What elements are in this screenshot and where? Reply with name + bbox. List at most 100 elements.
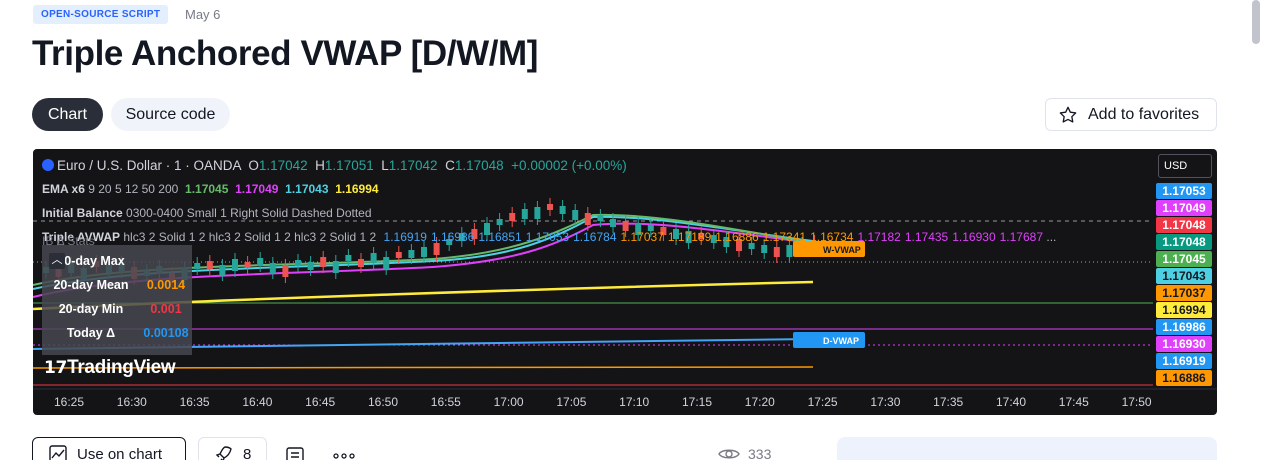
candle xyxy=(244,262,251,268)
candle xyxy=(194,263,201,269)
currency-selector[interactable]: USD xyxy=(1158,154,1212,178)
collapse-legend-button[interactable]: ︿ xyxy=(49,253,65,269)
candle xyxy=(509,213,516,221)
candle xyxy=(471,229,478,239)
candle xyxy=(219,265,226,275)
euro-flag-icon xyxy=(42,159,54,171)
chart-widget[interactable]: W-VWAP D-VWAP 16:25 16:30 16:35 16:40 16:45 16:… xyxy=(33,149,1217,415)
high-value: 1.17051 xyxy=(324,158,374,173)
price-label: 1.17053 xyxy=(1156,183,1212,199)
time-tick-label: 17:20 xyxy=(745,395,775,409)
avwap-value: 1.16784 xyxy=(573,230,617,244)
candle xyxy=(773,247,780,257)
candle xyxy=(257,258,264,266)
use-on-chart-button[interactable]: Use on chart xyxy=(32,437,186,460)
add-to-favorites-button[interactable]: Add to favorites xyxy=(1045,98,1217,131)
candle xyxy=(295,260,301,266)
price-label: 1.17049 xyxy=(1156,200,1212,216)
avwap-value: 1.16930 xyxy=(952,230,996,244)
price-label: 1.16930 xyxy=(1156,336,1212,352)
stats-table-header: IB Δ Stats xyxy=(42,234,95,248)
time-tick-label: 16:25 xyxy=(54,395,84,409)
use-on-chart-label: Use on chart xyxy=(77,445,163,460)
symbol-legend[interactable]: Euro / U.S. Dollar · 1 · OANDA O1.17042 … xyxy=(42,158,627,173)
chart-canvas[interactable]: W-VWAP D-VWAP 16:25 16:30 16:35 16:40 16:45 16:… xyxy=(33,149,1217,415)
avwap-value: 1.17037 xyxy=(620,230,664,244)
price-label: 1.16886 xyxy=(1156,370,1212,386)
open-value: 1.17042 xyxy=(258,158,308,173)
boost-count: 8 xyxy=(243,445,252,460)
candle xyxy=(710,235,717,243)
avwap-values: 1.16919 1.16986 1.16851 1.17053 1.16784 1.170… xyxy=(380,230,1043,244)
candle xyxy=(496,219,503,225)
candle xyxy=(736,239,742,251)
low-value: 1.17042 xyxy=(388,158,438,173)
candle xyxy=(484,223,490,235)
price-label: 1.17045 xyxy=(1156,251,1212,267)
ema-legend[interactable]: EMA x6 9 20 5 12 50 200 1.17045 1.17049 … xyxy=(42,182,379,196)
candle xyxy=(345,255,352,261)
avwap-value: 1.17053 xyxy=(525,230,570,244)
stats-row-max: 20-day Max xyxy=(57,254,125,268)
publish-date: May 6 xyxy=(185,7,221,22)
boost-button[interactable]: 8 xyxy=(198,437,267,460)
tradingview-logo: 𝟭𝟳TradingView xyxy=(44,357,176,378)
candle xyxy=(786,245,793,257)
candle xyxy=(647,225,654,231)
add-to-favorites-label: Add to favorites xyxy=(1088,105,1200,123)
page-title: Triple Anchored VWAP [D/W/M] xyxy=(32,34,539,73)
candle xyxy=(584,213,591,225)
candle xyxy=(521,209,528,219)
initial-balance-legend[interactable]: Initial Balance 0300-0400 Small 1 Right … xyxy=(42,206,372,220)
tab-source-code[interactable]: Source code xyxy=(111,98,230,131)
time-tick-label: 16:40 xyxy=(242,395,272,409)
price-label: 1.17048 xyxy=(1156,234,1212,250)
script-type-badge: OPEN-SOURCE SCRIPT xyxy=(33,5,169,24)
ib-stats-table: 20-day Max 20-day Mean 0.0014 20-day Min 0… xyxy=(42,245,192,355)
avwap-value: 1.16919 xyxy=(383,230,427,244)
symbol-name: Euro / U.S. Dollar · 1 · OANDA xyxy=(57,158,241,173)
daily-vwap-tag xyxy=(793,332,865,348)
daily-vwap-tag-label: D-VWAP xyxy=(823,336,859,346)
price-label: 1.16986 xyxy=(1156,319,1212,335)
time-tick-label: 17:15 xyxy=(682,395,712,409)
price-label: 1.17043 xyxy=(1156,268,1212,284)
stats-row-today: Today Δ 0.00108 xyxy=(66,326,189,340)
view-count: 333 xyxy=(718,446,771,460)
candle xyxy=(421,247,427,257)
tradingview-logo-icon: 𝟭𝟳 xyxy=(44,358,68,377)
comment-icon[interactable] xyxy=(285,447,305,460)
candle xyxy=(332,261,339,273)
candle xyxy=(547,204,553,210)
candle xyxy=(698,233,705,239)
time-tick-label: 17:05 xyxy=(556,395,586,409)
time-tick-label: 17:30 xyxy=(870,395,900,409)
candle xyxy=(307,262,314,270)
candle xyxy=(408,250,415,258)
author-info-panel xyxy=(837,437,1217,460)
candle xyxy=(383,257,390,269)
avwap-value: 1.16851 xyxy=(478,230,522,244)
time-tick-label: 17:40 xyxy=(996,395,1026,409)
price-label: 1.17037 xyxy=(1156,285,1212,301)
candle xyxy=(622,221,629,231)
candle xyxy=(395,252,402,258)
candle xyxy=(206,261,213,269)
avwap-legend[interactable]: Triple AVWAP hlc3 2 Solid 1 2 hlc3 2 Sol… xyxy=(42,230,1057,244)
change-value: +0.00002 (+0.00%) xyxy=(511,158,627,173)
candle xyxy=(446,239,453,245)
tab-chart[interactable]: Chart xyxy=(32,98,103,131)
avwap-value: 1.17435 xyxy=(904,230,949,244)
candle xyxy=(534,207,541,219)
more-options-icon[interactable] xyxy=(333,452,355,460)
candle xyxy=(610,219,616,227)
candle xyxy=(358,259,364,267)
candle xyxy=(370,253,377,263)
time-tick-label: 16:50 xyxy=(368,395,398,409)
stats-row-mean: 20-day Mean 0.0014 xyxy=(53,278,186,292)
time-tick-label: 17:50 xyxy=(1122,395,1152,409)
time-tick-label: 17:35 xyxy=(933,395,963,409)
candle xyxy=(597,215,604,221)
stats-row-min: 20-day Min 0.001 xyxy=(58,302,182,316)
page-scrollbar[interactable] xyxy=(1252,0,1260,44)
